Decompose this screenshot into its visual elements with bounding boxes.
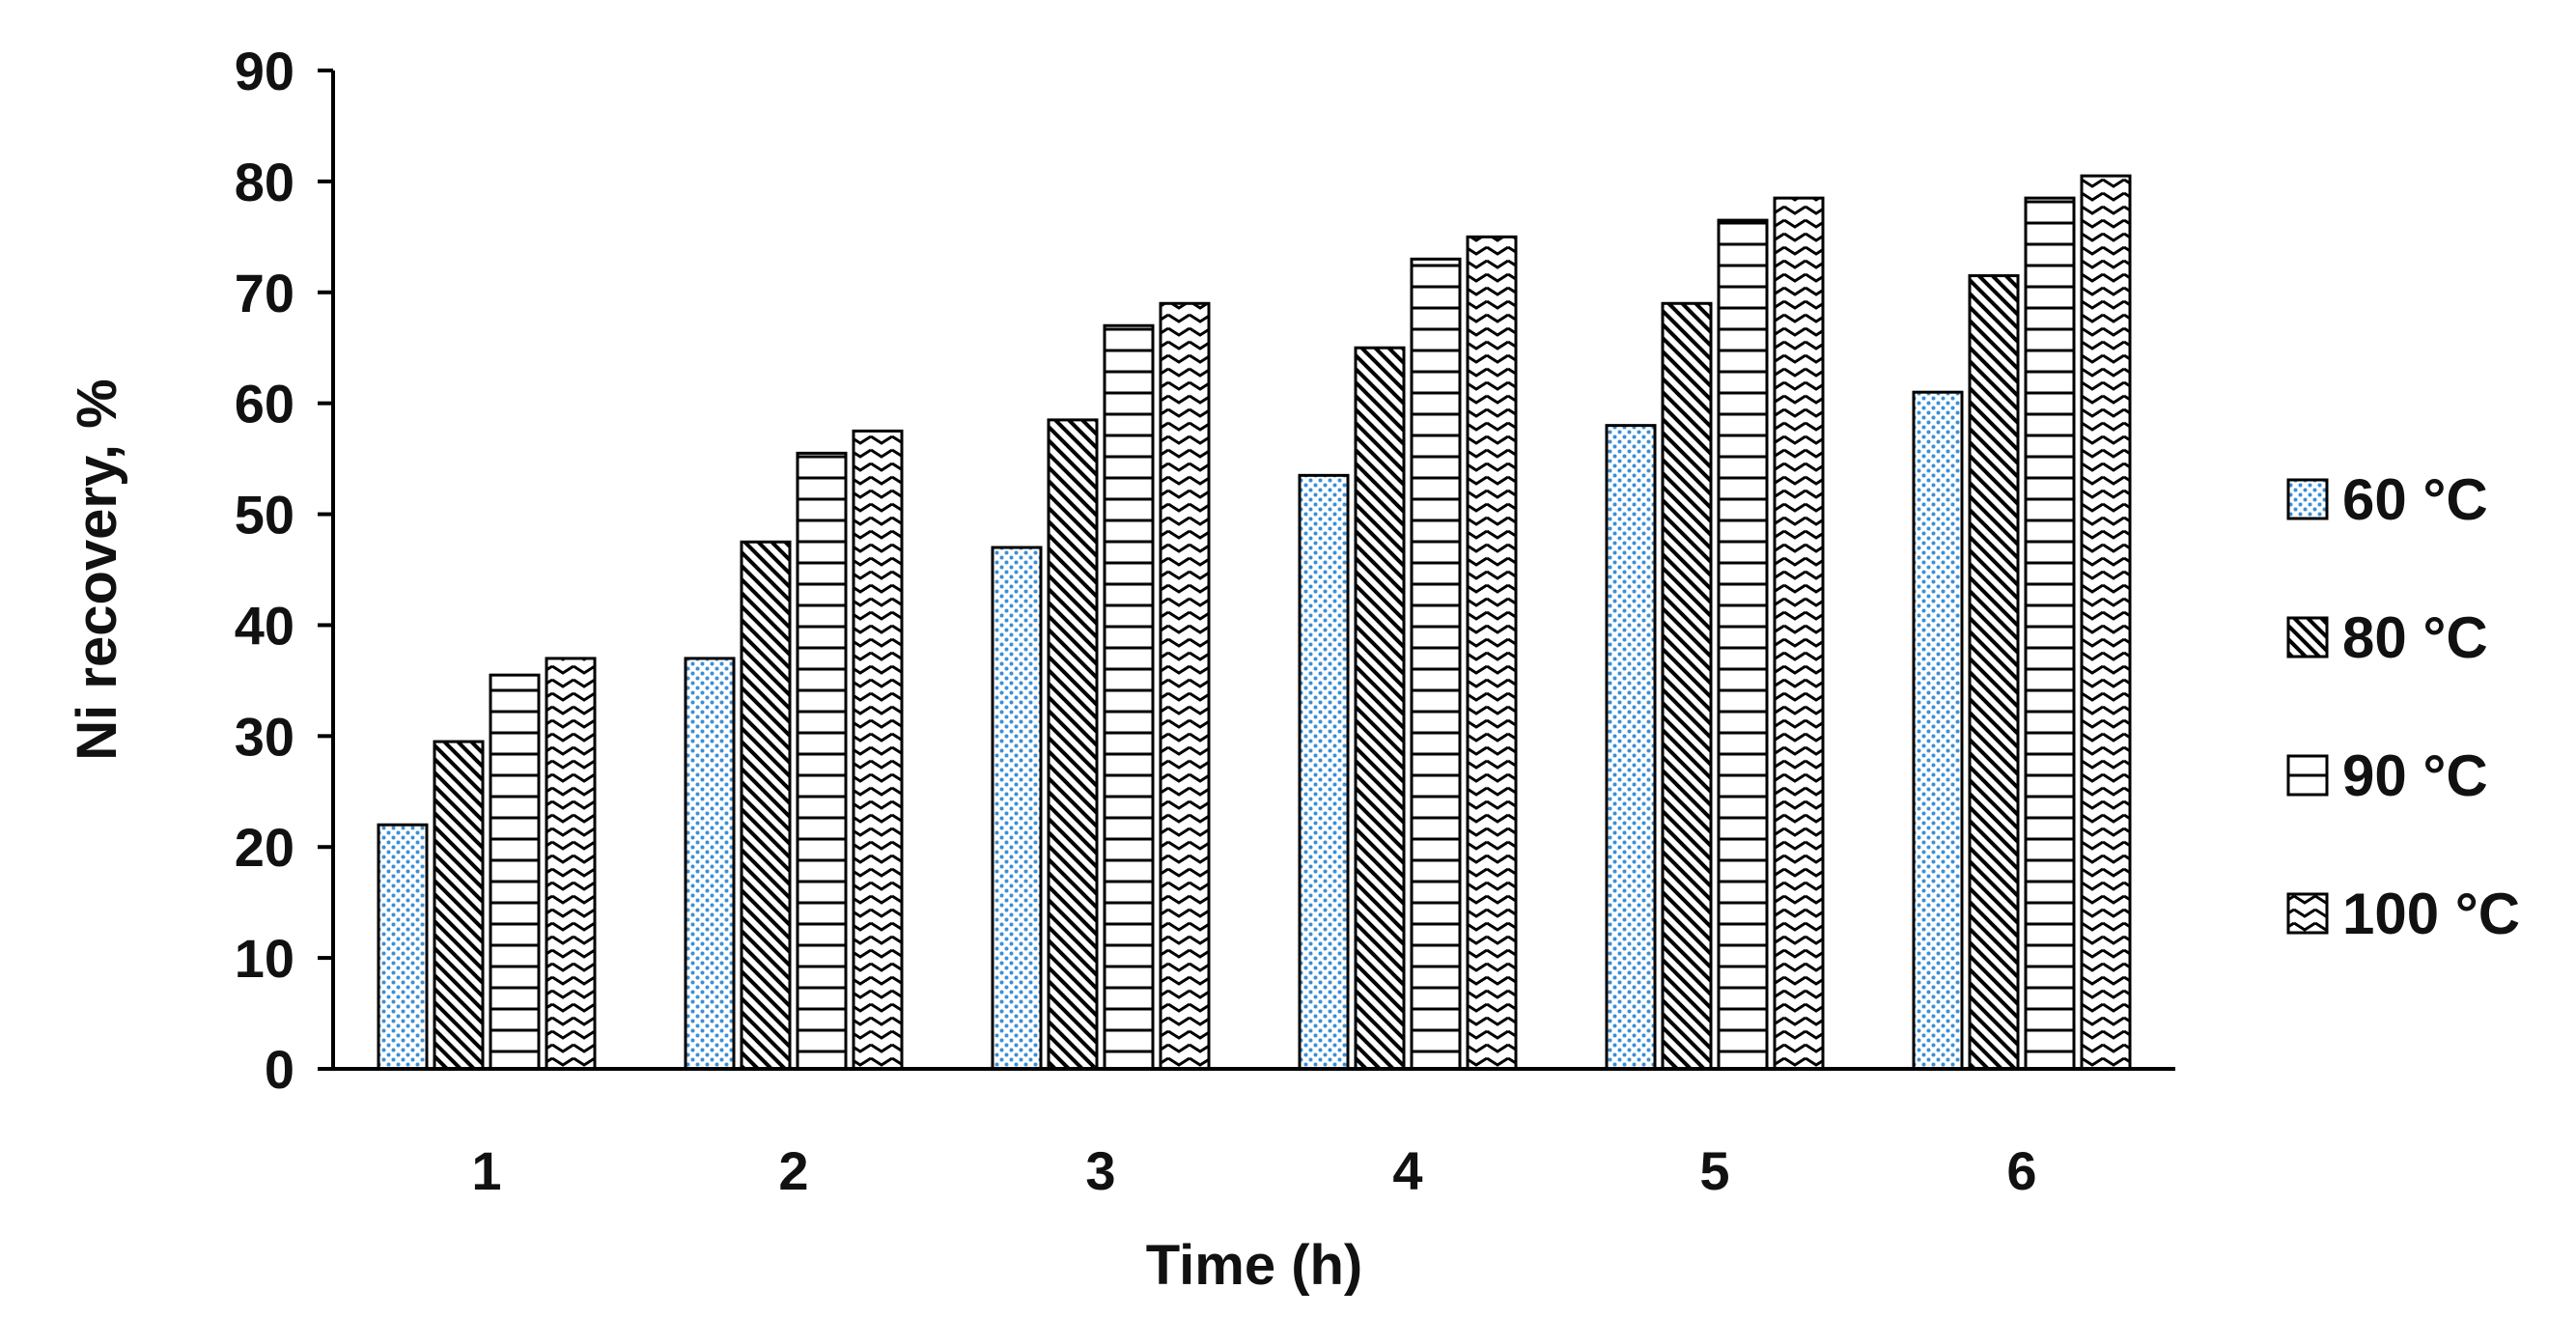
legend-label: 100 °C [2342, 882, 2520, 946]
bar-t4-s4 [1466, 235, 1518, 1071]
bar-t3-s1 [991, 546, 1043, 1071]
bar-t1-s2 [433, 740, 485, 1071]
bar-t4-s1 [1298, 473, 1350, 1071]
bars-group [377, 174, 2132, 1071]
x-axis-title: Time (h) [1146, 1234, 1363, 1297]
x-tick-label: 3 [1085, 1140, 1115, 1201]
x-tick-label: 6 [2006, 1140, 2036, 1201]
bar-t3-s2 [1047, 418, 1099, 1071]
bar-t2-s2 [740, 540, 792, 1071]
legend-swatch [2286, 616, 2329, 658]
legend-label: 80 °C [2342, 605, 2488, 670]
bar-t5-s4 [1773, 196, 1825, 1071]
x-tick-label: 2 [778, 1140, 808, 1201]
y-tick-label: 70 [235, 263, 294, 323]
legend: 60 °C 80 °C 90 °C 100 °C [2286, 467, 2520, 946]
legend-label: 60 °C [2342, 467, 2488, 532]
y-tick-label: 80 [235, 152, 294, 212]
bar-t1-s4 [545, 657, 597, 1071]
y-tick-label: 50 [235, 485, 294, 546]
bar-t1-s3 [489, 673, 541, 1071]
x-tick-label: 1 [471, 1140, 501, 1201]
legend-label: 90 °C [2342, 743, 2488, 808]
y-axis-title: Ni recovery, % [66, 378, 128, 760]
bar-t4-s3 [1410, 257, 1462, 1071]
y-tick-label: 10 [235, 928, 294, 989]
x-tick-label: 4 [1392, 1140, 1422, 1201]
bar-t2-s3 [796, 451, 848, 1071]
bar-t5-s3 [1717, 218, 1769, 1071]
legend-swatch [2286, 478, 2329, 520]
x-axis-ticks: 1 2 3 4 5 6 [471, 1140, 2036, 1201]
bar-t2-s4 [852, 429, 904, 1071]
bar-t6-s1 [1912, 390, 1964, 1071]
bar-t6-s3 [2024, 196, 2076, 1071]
legend-swatch [2286, 754, 2329, 797]
bar-t1-s1 [377, 823, 429, 1071]
bar-t2-s1 [684, 657, 736, 1071]
bar-t6-s4 [2080, 174, 2132, 1071]
bar-t6-s2 [1968, 274, 2020, 1071]
bar-t4-s2 [1354, 346, 1406, 1071]
y-tick-label: 60 [235, 374, 294, 434]
bar-t3-s4 [1159, 301, 1211, 1071]
x-tick-label: 5 [1699, 1140, 1729, 1201]
y-tick-label: 30 [235, 706, 294, 767]
y-axis-ticks: 0 10 20 30 40 50 60 70 80 90 [235, 41, 333, 1100]
y-tick-label: 90 [235, 41, 294, 101]
y-tick-label: 40 [235, 595, 294, 656]
y-tick-label: 0 [265, 1039, 294, 1100]
bar-t3-s3 [1103, 323, 1155, 1071]
y-tick-label: 20 [235, 817, 294, 878]
legend-swatch [2286, 892, 2329, 935]
bar-t5-s1 [1605, 424, 1657, 1071]
bar-t5-s2 [1661, 301, 1713, 1071]
